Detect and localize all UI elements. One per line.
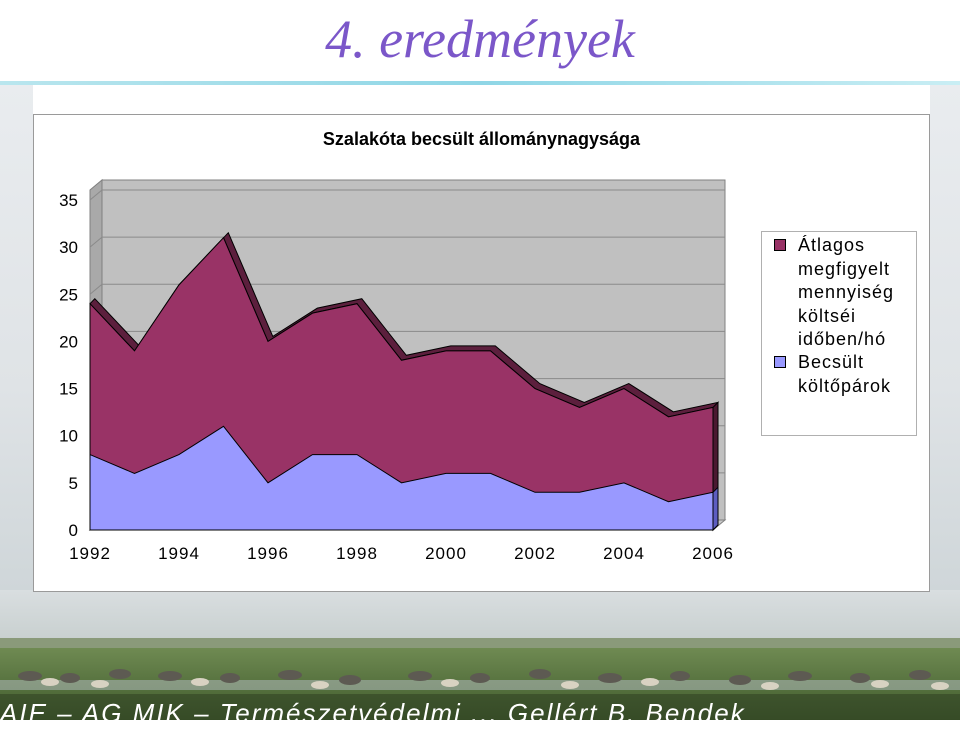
slide-title: 4. eredmények: [325, 9, 635, 69]
y-tick-label: 10: [59, 427, 78, 446]
gridline-side: [89, 236, 103, 248]
series-becsult-area: [89, 425, 714, 531]
gridline-side: [89, 283, 103, 295]
legend-swatch-becsult: [774, 356, 786, 368]
x-tick-label: 2006: [692, 544, 734, 563]
legend-label-becsult: Becsült költőpárok: [798, 352, 892, 396]
title-underline: [0, 81, 960, 85]
y-tick-label: 35: [59, 191, 78, 210]
legend-label-atlagos: Átlagos megfigyelt mennyiség költséi idő…: [798, 235, 895, 349]
y-tick-label: 5: [69, 474, 78, 493]
series-becsult-side: [712, 486, 719, 532]
chart-legend: Átlagos megfigyelt mennyiség költséi idő…: [761, 231, 917, 436]
x-tick-label: 2002: [514, 544, 556, 563]
background-left-strip: [0, 84, 33, 590]
chart-title: Szalakóta becsült állománynagysága: [322, 129, 641, 149]
x-tick-label: 1996: [247, 544, 289, 563]
background-landscape-photo: [0, 590, 960, 720]
legend-item-atlagos: Átlagos megfigyelt mennyiség költséi idő…: [774, 234, 918, 352]
y-tick-label: 20: [59, 332, 78, 351]
gridline-side: [89, 189, 103, 201]
background-right-strip: [930, 84, 960, 590]
legend-item-becsult: Becsült költőpárok: [774, 351, 918, 398]
x-tick-label: 1998: [336, 544, 378, 563]
x-tick-label: 1994: [158, 544, 200, 563]
y-tick-label: 15: [59, 380, 78, 399]
y-tick-label: 25: [59, 285, 78, 304]
x-tick-label: 2000: [425, 544, 467, 563]
footer-credit: AIE – AG MIK – Természetvédelmi ... Gell…: [0, 698, 746, 728]
x-tick-label: 1992: [69, 544, 111, 563]
legend-swatch-atlagos: [774, 239, 786, 251]
y-tick-label: 30: [59, 238, 78, 257]
y-tick-label: 0: [69, 521, 78, 540]
x-tick-label: 2004: [603, 544, 645, 563]
